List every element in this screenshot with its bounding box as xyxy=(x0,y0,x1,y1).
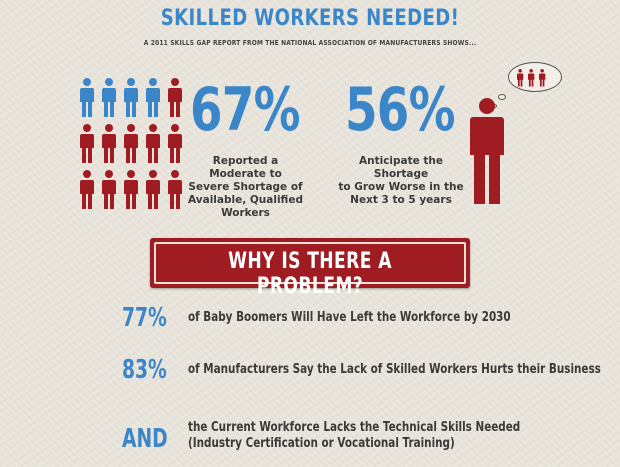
stat-67-percent: 67% xyxy=(190,75,300,145)
thought-dot-icon xyxy=(498,94,506,100)
stat-and: AND xyxy=(122,424,168,454)
person-icon xyxy=(528,69,535,87)
person-icon xyxy=(124,170,138,210)
person-icon xyxy=(146,124,160,164)
stat-83-percent: 83% xyxy=(122,355,167,385)
person-icon xyxy=(517,69,524,87)
person-icon xyxy=(539,69,546,87)
reason-text: of Manufacturers Say the Lack of Skilled… xyxy=(188,362,601,377)
thinking-man-icon xyxy=(470,98,504,204)
person-icon xyxy=(168,78,182,118)
caption-line: Anticipate the Shortage xyxy=(358,155,444,180)
person-icon xyxy=(124,124,138,164)
person-icon xyxy=(102,124,116,164)
stat-56-percent: 56% xyxy=(345,75,455,145)
page-subtitle: A 2011 SKILLS GAP REPORT FROM THE NATION… xyxy=(143,39,477,47)
stat-67-caption: Reported a Moderate to Severe Shortage o… xyxy=(183,155,308,220)
caption-line: Available, Qualified xyxy=(188,194,303,206)
person-icon xyxy=(102,170,116,210)
reason-text: of Baby Boomers Will Have Left the Workf… xyxy=(188,310,511,325)
person-icon xyxy=(102,78,116,118)
person-icon xyxy=(168,170,182,210)
problem-banner: WHY IS THERE A PROBLEM? xyxy=(150,238,470,299)
caption-line: Reported a Moderate to xyxy=(209,155,282,180)
caption-line: Workers xyxy=(221,207,270,219)
caption-line: to Grow Worse in the xyxy=(338,181,464,193)
people-grid-icon xyxy=(80,78,190,210)
stat-56-caption: Anticipate the Shortage to Grow Worse in… xyxy=(337,155,465,207)
person-icon xyxy=(80,124,94,164)
person-icon xyxy=(146,170,160,210)
thought-bubble-icon xyxy=(508,62,562,92)
person-icon xyxy=(168,124,182,164)
caption-line: Next 3 to 5 years xyxy=(350,194,452,206)
person-icon xyxy=(124,78,138,118)
reason-text: the Current Workforce Lacks the Technica… xyxy=(188,420,521,435)
stat-77-percent: 77% xyxy=(122,303,167,333)
banner-title: WHY IS THERE A PROBLEM? xyxy=(228,249,392,299)
reason-text: (Industry Certification or Vocational Tr… xyxy=(188,436,455,451)
caption-line: Severe Shortage of xyxy=(188,181,303,193)
person-icon xyxy=(80,78,94,118)
page-title: SKILLED WORKERS NEEDED! xyxy=(160,6,460,31)
person-icon xyxy=(80,170,94,210)
person-icon xyxy=(146,78,160,118)
